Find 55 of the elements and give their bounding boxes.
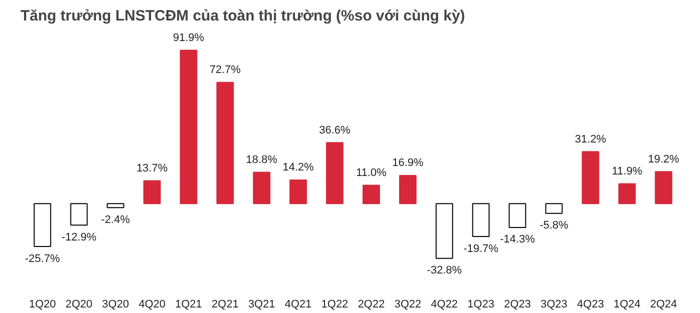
x-tick-label: 4Q23 <box>577 298 604 310</box>
x-tick-label: 2Q24 <box>650 298 678 310</box>
data-label: 91.9% <box>172 32 204 44</box>
data-label: -2.4% <box>101 214 130 226</box>
bar <box>289 179 307 204</box>
x-tick-label: 3Q23 <box>540 298 568 310</box>
data-label: 14.2% <box>282 162 314 174</box>
data-label: 18.8% <box>246 154 278 166</box>
bar <box>216 82 234 204</box>
data-label: -14.3% <box>500 234 536 246</box>
bar <box>618 183 636 204</box>
bar <box>582 151 600 204</box>
x-tick-label: 4Q21 <box>284 298 312 310</box>
x-tick-label: 1Q24 <box>614 298 641 310</box>
bar <box>399 174 417 204</box>
x-tick-label: 1Q21 <box>175 298 202 310</box>
data-label: 11.0% <box>356 167 387 180</box>
x-tick-label: 4Q22 <box>430 298 458 310</box>
bar <box>508 203 526 228</box>
data-label: 19.2% <box>648 153 680 166</box>
x-tick-label: 2Q21 <box>212 298 239 310</box>
data-label: 36.6% <box>319 124 351 136</box>
bar <box>143 180 161 204</box>
data-label: -32.8% <box>426 264 462 277</box>
data-label: 13.7% <box>136 162 168 175</box>
bar <box>362 184 380 204</box>
x-tick-label: 2Q20 <box>66 298 92 310</box>
bar <box>436 203 454 259</box>
x-tick-label: 2Q22 <box>358 298 385 310</box>
x-tick-label: 2Q23 <box>504 298 531 310</box>
data-label: 11.9% <box>612 166 642 178</box>
data-label: 16.9% <box>392 157 424 170</box>
bar <box>545 203 563 214</box>
x-tick-label: 3Q21 <box>248 298 276 310</box>
data-label: -25.7% <box>24 252 60 265</box>
bar <box>654 171 672 204</box>
x-tick-label: 4Q20 <box>138 298 166 310</box>
x-tick-label: 1Q20 <box>28 298 56 310</box>
chart-title: Tăng trưởng LNSTCĐM của toàn thị trường (%so với cùng kỳ) <box>20 8 466 24</box>
data-label: 31.2% <box>574 133 606 146</box>
bar <box>472 203 490 238</box>
x-tick-label: 3Q20 <box>102 298 129 310</box>
data-label: -12.9% <box>62 231 97 244</box>
bar <box>34 203 52 248</box>
data-label: 72.7% <box>210 64 241 76</box>
x-tick-label: 1Q23 <box>467 298 494 310</box>
x-tick-label: 3Q22 <box>394 298 422 310</box>
data-label: -5.8% <box>540 220 569 232</box>
bar <box>180 50 198 204</box>
bar <box>252 172 270 204</box>
bar <box>70 203 88 226</box>
data-label: -19.7% <box>463 242 499 255</box>
bar <box>326 142 344 204</box>
bar <box>106 203 124 208</box>
x-tick-label: 1Q22 <box>321 298 348 310</box>
